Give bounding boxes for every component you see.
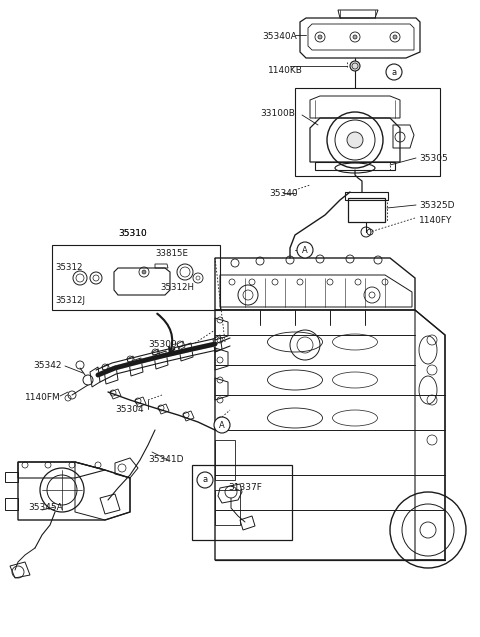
Text: 1140KB: 1140KB	[268, 66, 303, 75]
Text: 35309: 35309	[148, 340, 177, 348]
Text: 35341D: 35341D	[148, 455, 183, 464]
Circle shape	[214, 417, 230, 433]
Circle shape	[386, 64, 402, 80]
Text: 1140FY: 1140FY	[419, 215, 452, 224]
Text: A: A	[219, 420, 225, 429]
Text: 35310: 35310	[118, 229, 147, 238]
Text: 33815E: 33815E	[155, 248, 188, 257]
Text: a: a	[203, 475, 207, 485]
Text: a: a	[391, 68, 396, 76]
Bar	[192, 465, 292, 540]
Bar	[52, 245, 220, 310]
Circle shape	[318, 35, 322, 39]
Circle shape	[347, 132, 363, 148]
Text: 35312J: 35312J	[55, 296, 85, 304]
Circle shape	[142, 270, 146, 274]
Text: 31337F: 31337F	[228, 483, 262, 492]
Text: 35342: 35342	[33, 361, 61, 369]
Text: 35304: 35304	[115, 404, 144, 413]
Text: A: A	[302, 245, 308, 255]
Text: 35312: 35312	[55, 262, 83, 271]
Text: 35312H: 35312H	[160, 282, 194, 292]
Circle shape	[197, 472, 213, 488]
Text: 35305: 35305	[419, 154, 448, 162]
Text: 35340: 35340	[269, 189, 298, 197]
Text: 1140FM: 1140FM	[25, 392, 61, 401]
Circle shape	[350, 61, 360, 71]
Text: 35310: 35310	[118, 229, 147, 238]
Text: 35325D: 35325D	[419, 201, 455, 210]
Text: 33100B: 33100B	[260, 108, 295, 117]
Text: 35340A: 35340A	[262, 31, 297, 41]
Circle shape	[393, 35, 397, 39]
Circle shape	[353, 35, 357, 39]
Text: 35345A: 35345A	[28, 503, 63, 512]
Circle shape	[297, 242, 313, 258]
Bar	[295, 88, 440, 176]
